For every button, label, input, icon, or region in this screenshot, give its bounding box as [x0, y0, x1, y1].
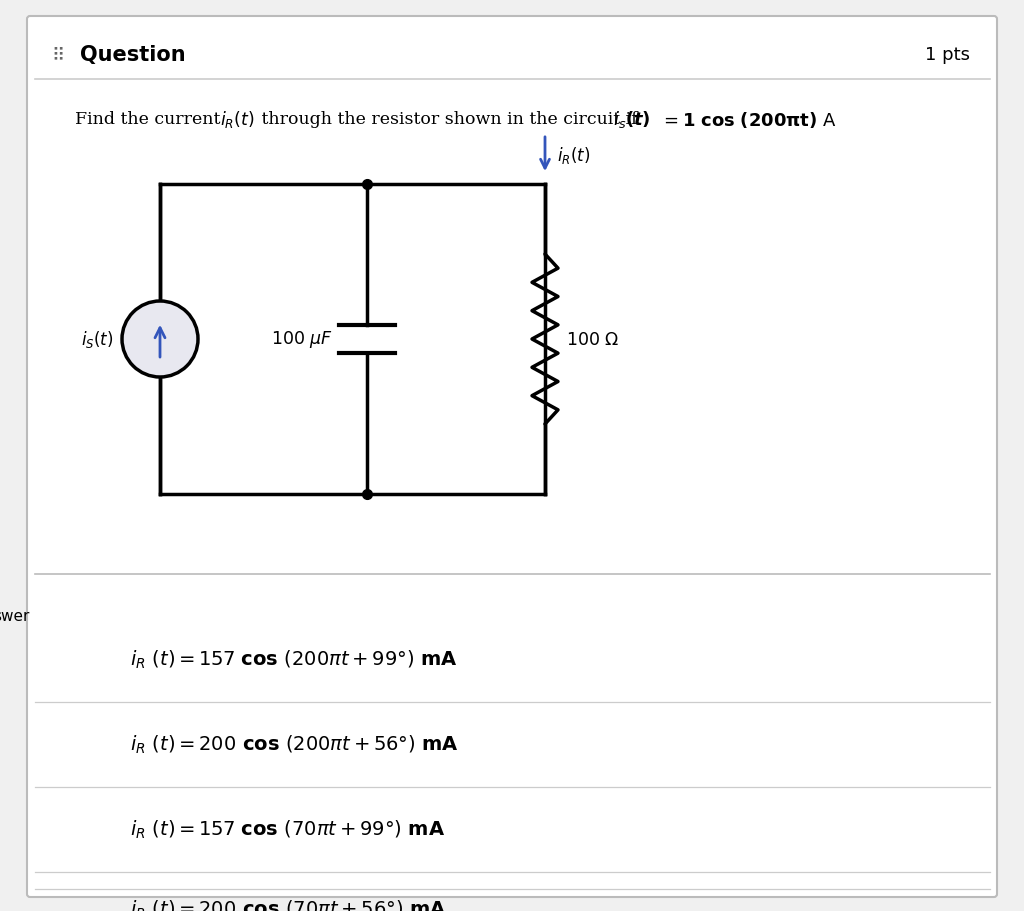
Text: swer: swer [0, 609, 30, 624]
Text: through the resistor shown in the circuit if: through the resistor shown in the circui… [256, 111, 643, 128]
Text: $100\ \Omega$: $100\ \Omega$ [566, 331, 620, 349]
Text: $\boldsymbol{i_s}\boldsymbol{(t)}$: $\boldsymbol{i_s}\boldsymbol{(t)}$ [613, 109, 650, 130]
Text: ⠿: ⠿ [51, 46, 65, 64]
Text: $i_S(t)$: $i_S(t)$ [82, 329, 114, 350]
Text: Question: Question [80, 45, 185, 65]
FancyBboxPatch shape [27, 17, 997, 897]
Text: $i_R \ (t) = 157 \ \mathbf{cos} \ (200 \pi t + 99°) \ \mathbf{mA}$: $i_R \ (t) = 157 \ \mathbf{cos} \ (200 \… [130, 648, 458, 670]
Text: $i_R \ (t) = 200 \ \mathbf{cos} \ (200 \pi t + 56°) \ \mathbf{mA}$: $i_R \ (t) = 200 \ \mathbf{cos} \ (200 \… [130, 733, 459, 755]
Text: $i_R(t)$: $i_R(t)$ [557, 144, 590, 165]
Circle shape [122, 302, 198, 377]
Text: 1 pts: 1 pts [925, 46, 970, 64]
Text: $i_R \ (t) = 157 \ \mathbf{cos} \ (70 \pi t + 99°) \ \mathbf{mA}$: $i_R \ (t) = 157 \ \mathbf{cos} \ (70 \p… [130, 818, 445, 840]
Text: $i_R \ (t) = 200 \ \mathbf{cos} \ (70 \pi t + 56°) \ \mathbf{mA}$: $i_R \ (t) = 200 \ \mathbf{cos} \ (70 \p… [130, 898, 446, 911]
Text: Find the current: Find the current [75, 111, 226, 128]
Text: $i_R(t)$: $i_R(t)$ [220, 109, 255, 130]
Text: $100\ \mu F$: $100\ \mu F$ [270, 329, 333, 350]
Text: $= \mathbf{1}$ $\mathbf{cos}$ $\mathbf{(200\pi t)}$ A: $= \mathbf{1}$ $\mathbf{cos}$ $\mathbf{(… [660, 110, 837, 130]
